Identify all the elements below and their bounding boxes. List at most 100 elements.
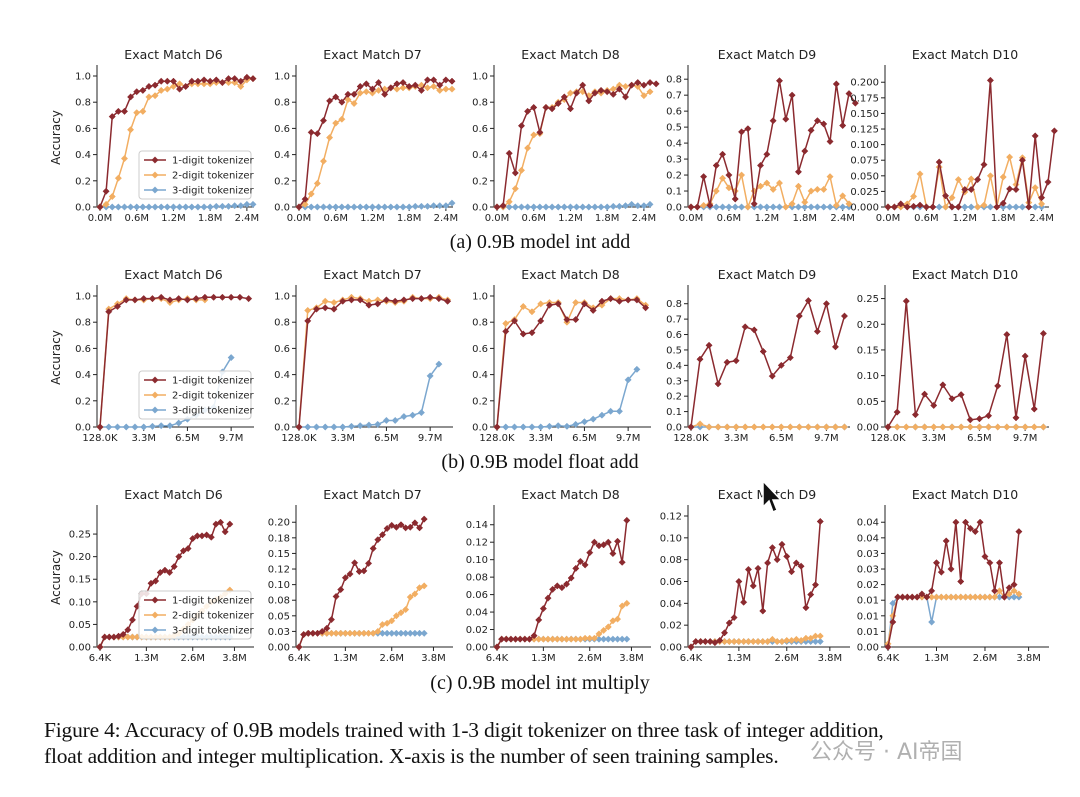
chart-c-0-ytick-label: 0.25 [69, 530, 91, 541]
chart-a-3-point-1-digit [687, 203, 695, 211]
chart-c-3-point-1-digit [811, 581, 820, 589]
chart-a-1-point-1-digit [411, 81, 419, 89]
chart-a-2-ytick-label: 0.8 [472, 98, 488, 109]
chart-a-2-point-1-digit [646, 78, 654, 87]
chart-a-1-point-2-digit [350, 99, 358, 108]
chart-a-3-xtick-label: 0.0M [679, 213, 704, 224]
chart-b-2-point-1-digit [642, 304, 650, 312]
chart-a-1-point-1-digit [423, 76, 432, 84]
chart-a-1-point-2-digit [332, 119, 340, 127]
chart-a-4-point-2-digit [980, 201, 988, 209]
chart-c-2-ytick-label: 0.06 [466, 590, 488, 601]
chart-a-1-line-1-digit [298, 79, 453, 208]
chart-c-3-ytick-label: 0.10 [660, 533, 682, 544]
chart-a-0-xtick-label: 0.0M [88, 213, 113, 224]
chart-b-1-point-3-digit [330, 423, 338, 431]
chart-c-1-title: Exact Match D7 [323, 487, 421, 502]
chart-a-0-point-3-digit [188, 203, 196, 211]
chart-a-4-point-1-digit [884, 203, 892, 211]
chart-c-0-point-1-digit [179, 547, 188, 555]
chart-a-1-point-1-digit [430, 76, 438, 84]
chart-a-3-point-1-digit [820, 120, 828, 128]
chart-c-1-point-1-digit [397, 521, 405, 529]
chart-a-3-point-1-digit [769, 117, 777, 125]
chart-b-0-ytick-label: 0.4 [75, 370, 91, 381]
chart-c-1-point-1-digit [374, 536, 382, 544]
chart-c-4-xtick-label: 2.6M [973, 653, 998, 664]
chart-c-1-xtick-label: 6.4K [288, 653, 311, 664]
chart-a-4-point-2-digit [1038, 200, 1046, 208]
chart-c-4-xtick-label: 3.8M [1016, 653, 1041, 664]
chart-a-4-point-1-digit [999, 199, 1007, 207]
chart-c-0-ytick-label: 0.15 [69, 575, 91, 586]
chart-b-4-point-2-digit [1021, 423, 1029, 431]
chart-b-0-title: Exact Match D6 [124, 267, 222, 282]
chart-b-1-line-1-digit [298, 296, 448, 428]
chart-a-2-point-3-digit [530, 203, 538, 211]
chart-c-0-point-1-digit [175, 553, 183, 561]
chart-c-0-point-1-digit [124, 626, 132, 634]
chart-a-4-ytick-label: 0.200 [850, 78, 879, 89]
chart-a-1-point-2-digit [362, 88, 370, 96]
chart-a-0-point-1-digit [163, 77, 171, 85]
chart-a-1-point-3-digit [344, 203, 352, 211]
chart-b-4-point-2-digit [911, 423, 919, 431]
chart-b-1-point-3-digit [347, 422, 356, 430]
chart-c-0-ytick-label: 0.00 [69, 643, 91, 654]
chart-a-4-point-2-digit [974, 203, 982, 211]
chart-b-3-xtick-label: 9.7M [814, 433, 839, 444]
chart-c-2-point-3-digit [623, 635, 631, 643]
chart-c-1-point-1-digit [392, 523, 400, 531]
chart-b-3-point-2-digit [822, 423, 830, 431]
chart-b-4-ytick-label: 0.10 [857, 371, 879, 382]
chart-b-2-ytick-label: 1.0 [472, 292, 488, 303]
chart-a-0-point-3-digit [206, 203, 214, 211]
chart-b-2-point-3-digit [598, 411, 606, 419]
chart-a-4-point-1-digit [986, 76, 994, 84]
chart-c-1-point-1-digit [383, 524, 391, 533]
chart-b-4-xtick-label: 128.0K [870, 433, 906, 444]
chart-a-3-point-3-digit [813, 203, 821, 211]
chart-b-0-point-3-digit [175, 419, 183, 427]
chart-a-0-point-2-digit [114, 174, 122, 182]
chart-b-1-point-1-digit [435, 295, 443, 303]
chart-a-4-point-1-digit [948, 203, 956, 211]
chart-b-1-point-1-digit [417, 295, 425, 303]
chart-b-2-ytick-label: 0.2 [472, 396, 488, 407]
chart-a-2-point-3-digit [628, 200, 636, 208]
chart-b-2-line-2-digit [496, 297, 647, 428]
watermark: 公众号 · AI帝国 [810, 740, 963, 765]
chart-a-4-point-1-digit [897, 200, 905, 208]
chart-a-1-xtick-label: 2.4M [434, 213, 459, 224]
chart-a-4-ytick-label: 0.075 [850, 156, 879, 167]
chart-c-4-line-1-digit [887, 521, 1020, 648]
chart-a-3-ytick-label: 0.0 [666, 203, 682, 214]
chart-b-1-point-1-digit [330, 305, 338, 313]
chart-c-2-point-2-digit [618, 602, 626, 610]
chart-a-3-point-3-digit [731, 203, 739, 211]
chart-c-0-point-1-digit [147, 579, 155, 587]
chart-c-0-point-1-digit [156, 568, 164, 577]
chart-c-0-point-1-digit [203, 531, 211, 539]
chart-c-1-point-1-digit [378, 531, 387, 539]
chart-b-3-point-2-digit [777, 423, 785, 431]
chart-a-1-point-3-digit [332, 203, 340, 211]
chart-a-0-ytick-label: 0.8 [75, 98, 91, 109]
chart-b-1-point-1-digit [347, 296, 356, 304]
chart-b-3-point-1-digit [723, 358, 731, 366]
chart-b-0-point-3-digit [166, 422, 174, 430]
chart-c-4-point-1-digit [1000, 593, 1008, 601]
chart-a-0-point-1-digit [145, 82, 153, 91]
chart-a-4-point-2-digit [954, 175, 962, 184]
chart-c-2-ytick-label: 0.00 [466, 643, 488, 654]
chart-b-1-ytick-label: 0.8 [274, 318, 290, 329]
chart-b-2-point-1-digit [519, 330, 527, 338]
chart-b-4-ytick-label: 0.20 [857, 320, 879, 331]
chart-b-1-point-1-digit [374, 300, 382, 308]
chart-c-4-point-1-digit [1005, 584, 1013, 592]
chart-c-2-point-1-digit [572, 564, 580, 572]
chart-c-4-title: Exact Match D10 [912, 487, 1018, 502]
chart-c-0-legend-marker [151, 596, 159, 604]
chart-b-1-point-3-digit [321, 423, 329, 431]
chart-b-3-point-1-digit [750, 326, 758, 334]
